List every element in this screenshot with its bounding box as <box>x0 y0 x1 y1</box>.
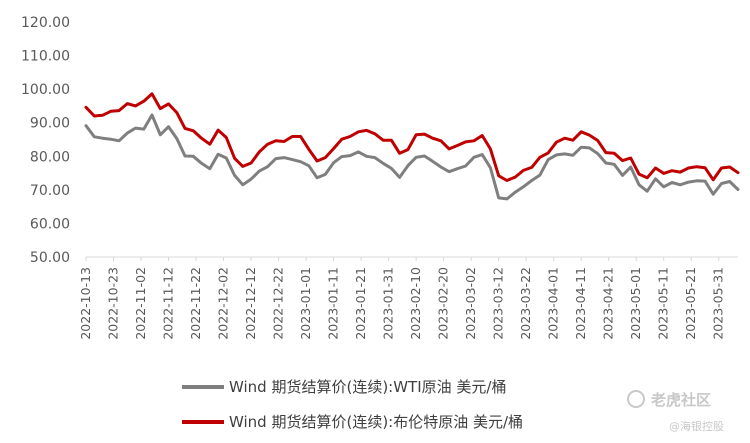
x-tick-label: 2023-01-01 <box>298 267 313 340</box>
x-tick-label: 2023-02-20 <box>436 267 451 340</box>
y-tick-label: 90.00 <box>30 116 70 132</box>
x-tick-label: 2022-11-12 <box>161 267 176 340</box>
y-tick-label: 60.00 <box>30 216 70 232</box>
x-tick-label: 2023-04-01 <box>546 267 561 340</box>
x-tick-label: 2023-01-11 <box>326 267 341 340</box>
x-tick-label: 2023-03-22 <box>518 267 533 340</box>
x-tick-label: 2022-12-22 <box>271 267 286 340</box>
x-tick-label: 2023-02-10 <box>408 267 423 340</box>
x-tick-label: 2023-05-11 <box>656 267 671 340</box>
x-tick-label: 2023-04-21 <box>601 267 616 340</box>
x-tick-label: 2022-11-22 <box>188 267 203 340</box>
y-tick-label: 100.00 <box>21 82 70 98</box>
y-axis: 50.00 60.00 70.00 80.00 90.00 100.00 110.00 120… <box>21 15 70 266</box>
legend-label-wti: Wind 期货结算价(连续):WTI原油 美元/桶 <box>229 378 506 396</box>
legend-item-wti: Wind 期货结算价(连续):WTI原油 美元/桶 <box>182 378 506 396</box>
series-line-wti <box>84 113 740 201</box>
y-tick-label: 80.00 <box>30 149 70 165</box>
x-tick-label: 2023-05-31 <box>711 267 726 340</box>
x-tick-label: 2023-03-12 <box>491 267 506 340</box>
x-tick-label: 2023-05-21 <box>683 267 698 340</box>
x-tick-label: 2022-12-12 <box>243 267 258 340</box>
legend: Wind 期货结算价(连续):WTI原油 美元/桶 Wind 期货结算价(连续)… <box>182 378 523 431</box>
y-tick-label: 50.00 <box>30 250 70 266</box>
x-tick-label: 2023-05-01 <box>628 267 643 340</box>
y-tick-label: 120.00 <box>21 15 70 31</box>
watermark-brand: 老虎社区 <box>650 391 711 409</box>
legend-item-brent: Wind 期货结算价(连续):布伦特原油 美元/桶 <box>182 413 523 431</box>
x-tick-label: 2023-01-21 <box>353 267 368 340</box>
x-tick-label: 2023-04-11 <box>573 267 588 340</box>
x-tick-label: 2022-12-02 <box>216 267 231 340</box>
series-lines <box>84 92 740 201</box>
watermark-account: @海银控股 <box>669 419 724 433</box>
x-tick-label: 2023-01-31 <box>381 267 396 340</box>
y-tick-label: 70.00 <box>30 183 70 199</box>
y-tick-label: 110.00 <box>21 49 70 65</box>
series-line-brent <box>84 92 740 182</box>
x-tick-label: 2022-10-23 <box>106 267 121 340</box>
legend-label-brent: Wind 期货结算价(连续):布伦特原油 美元/桶 <box>229 413 523 431</box>
x-axis-ticks: 2022-10-13 2022-10-23 2022-11-02 2022-11-12… <box>78 257 726 340</box>
x-tick-label: 2023-03-02 <box>463 267 478 340</box>
x-tick-label: 2022-11-02 <box>133 267 148 340</box>
x-tick-label: 2022-10-13 <box>78 267 93 340</box>
watermark: 老虎社区 @海银控股 <box>627 390 724 433</box>
tiger-logo-icon <box>627 390 645 408</box>
